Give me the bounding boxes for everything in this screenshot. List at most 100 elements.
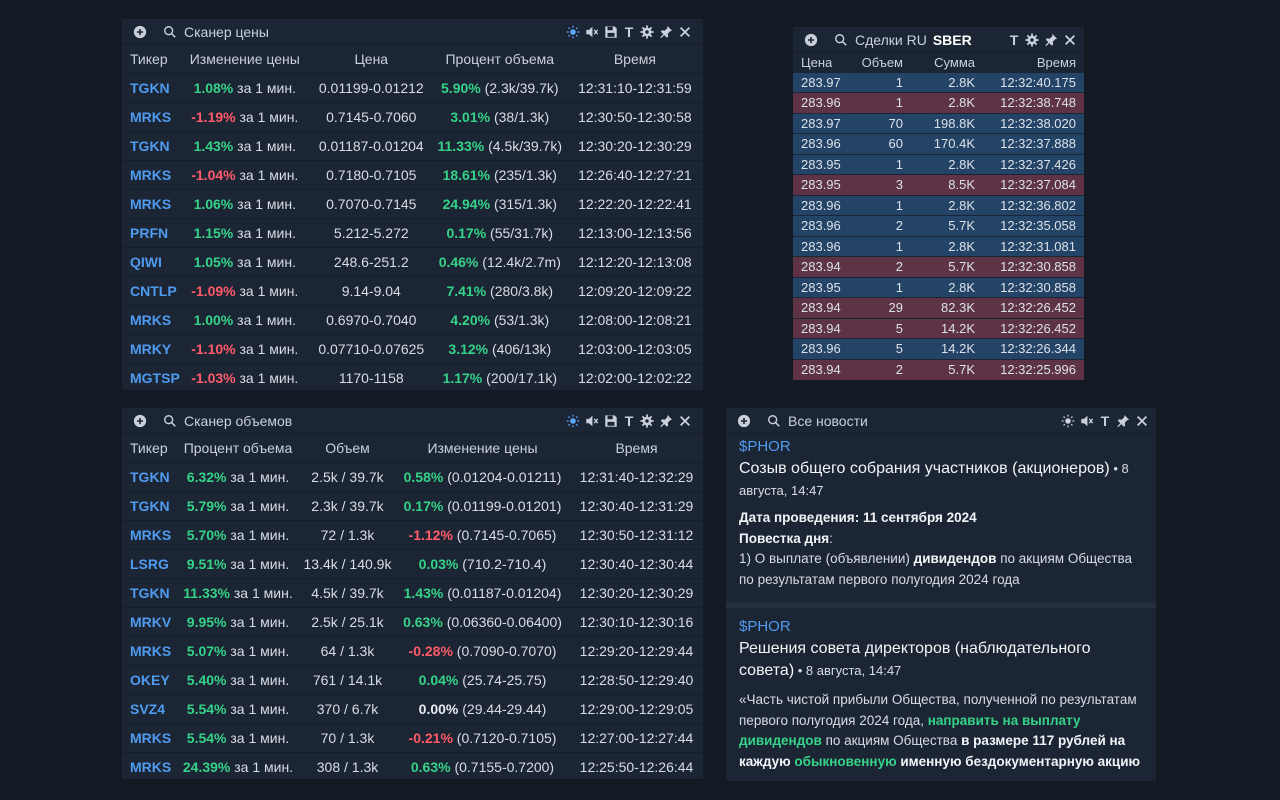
ticker-cell[interactable]: TGKN xyxy=(122,490,176,520)
table-row[interactable]: MRKS 5.07% за 1 мин. 64 / 1.3k -0.28% (0.70… xyxy=(122,635,703,665)
ticker-cell[interactable]: TGKN xyxy=(122,130,180,160)
table-row[interactable]: QIWI 1.05% за 1 мин. 248.6-251.2 0.46% (12.… xyxy=(122,246,703,276)
table-row[interactable]: MRKS -1.19% за 1 мин. 0.7145-0.7060 3.01% (… xyxy=(122,101,703,131)
close-icon[interactable] xyxy=(677,24,693,40)
close-icon[interactable] xyxy=(1134,413,1150,429)
save-icon[interactable] xyxy=(603,24,619,40)
ticker-cell[interactable]: TGKN xyxy=(122,577,176,607)
mute-icon[interactable] xyxy=(584,413,600,429)
ticker-cell[interactable]: PRFN xyxy=(122,217,180,247)
table-row[interactable]: OKEY 5.40% за 1 мин. 761 / 14.1k 0.04% (25.… xyxy=(122,664,703,694)
ticker-cell[interactable]: MRKV xyxy=(122,606,176,636)
table-row[interactable]: MRKS -1.04% за 1 мин. 0.7180-0.7105 18.61% … xyxy=(122,159,703,189)
search-icon[interactable] xyxy=(162,413,178,429)
text-size-icon[interactable]: T xyxy=(1009,31,1019,48)
gear-icon[interactable] xyxy=(639,24,655,40)
search-icon[interactable] xyxy=(162,24,178,40)
column-header-ticker[interactable]: Тикер xyxy=(130,50,168,67)
ticker-cell[interactable]: LSRG xyxy=(122,548,176,578)
trade-row[interactable]: 283.96 1 2.8K 12:32:38.748 xyxy=(793,92,1084,113)
pin-icon[interactable] xyxy=(658,24,674,40)
sun-icon[interactable] xyxy=(565,24,581,40)
ticker-cell[interactable]: MRKS xyxy=(122,722,176,752)
trade-row[interactable]: 283.95 3 8.5K 12:32:37.084 xyxy=(793,174,1084,195)
table-row[interactable]: MRKY -1.10% за 1 мин. 0.07710-0.07625 3.12%… xyxy=(122,333,703,363)
table-row[interactable]: MRKV 9.95% за 1 мин. 2.5k / 25.1k 0.63% (0.… xyxy=(122,606,703,636)
table-row[interactable]: MRKS 1.00% за 1 мин. 0.6970-0.7040 4.20% (5… xyxy=(122,304,703,334)
trade-row[interactable]: 283.95 1 2.8K 12:32:30.858 xyxy=(793,276,1084,298)
ticker-cell[interactable]: MRKS xyxy=(122,635,176,665)
news-ticker-link[interactable]: $PHOR xyxy=(739,618,791,635)
table-row[interactable]: TGKN 5.79% за 1 мин. 2.3k / 39.7k 0.17% (0.… xyxy=(122,490,703,520)
text-size-icon[interactable]: T xyxy=(624,23,634,40)
table-row[interactable]: LSRG 9.51% за 1 мин. 13.4k / 140.9k 0.03% (… xyxy=(122,548,703,578)
pin-icon[interactable] xyxy=(658,413,674,429)
table-row[interactable]: MRKS 1.06% за 1 мин. 0.7070-0.7145 24.94% (… xyxy=(122,188,703,218)
ticker-cell[interactable]: MRKS xyxy=(122,304,180,334)
ticker-cell[interactable]: MRKS xyxy=(122,101,180,131)
mute-icon[interactable] xyxy=(1079,413,1095,429)
pin-icon[interactable] xyxy=(1043,32,1059,48)
trade-row[interactable]: 283.94 2 5.7K 12:32:30.858 xyxy=(793,256,1084,277)
plus-circle-icon[interactable] xyxy=(132,413,148,429)
news-ticker-link[interactable]: $PHOR xyxy=(739,438,791,455)
ticker-cell[interactable]: MRKY xyxy=(122,333,180,363)
trade-row[interactable]: 283.94 5 14.2K 12:32:26.452 xyxy=(793,317,1084,339)
column-header-change[interactable]: Изменение цены xyxy=(427,439,538,456)
column-header-volume-pct[interactable]: Процент объема xyxy=(183,439,293,456)
trade-row[interactable]: 283.96 1 2.8K 12:32:31.081 xyxy=(793,235,1084,257)
pin-icon[interactable] xyxy=(1115,413,1131,429)
gear-icon[interactable] xyxy=(1024,32,1040,48)
ticker-cell[interactable]: MRKS xyxy=(122,159,180,189)
text-size-icon[interactable]: T xyxy=(1100,412,1110,429)
column-header-volume[interactable]: Объем xyxy=(325,439,370,456)
close-icon[interactable] xyxy=(1062,32,1078,48)
column-header-volume[interactable]: Объем xyxy=(861,54,903,70)
save-icon[interactable] xyxy=(603,413,619,429)
column-header-volume-pct[interactable]: Процент объема xyxy=(445,50,555,67)
column-header-price[interactable]: Цена xyxy=(801,54,833,70)
close-icon[interactable] xyxy=(677,413,693,429)
ticker-cell[interactable]: MGTSP xyxy=(122,362,180,390)
trade-row[interactable]: 283.94 2 5.7K 12:32:25.996 xyxy=(793,358,1084,380)
trade-row[interactable]: 283.96 60 170.4K 12:32:37.888 xyxy=(793,133,1084,154)
ticker-cell[interactable]: SVZ4 xyxy=(122,693,176,723)
trade-row[interactable]: 283.96 1 2.8K 12:32:36.802 xyxy=(793,194,1084,216)
ticker-cell[interactable]: OKEY xyxy=(122,664,176,694)
ticker-cell[interactable]: MRKS xyxy=(122,188,180,218)
text-size-icon[interactable]: T xyxy=(624,412,634,429)
news-title[interactable]: Решения совета директоров (наблюдательно… xyxy=(739,640,1091,679)
ticker-cell[interactable]: TGKN xyxy=(122,461,176,491)
ticker-cell[interactable]: QIWI xyxy=(122,246,180,276)
plus-circle-icon[interactable] xyxy=(803,32,819,48)
table-row[interactable]: MGTSP -1.03% за 1 мин. 1170-1158 1.17% (200… xyxy=(122,362,703,390)
column-header-price[interactable]: Цена xyxy=(354,50,389,67)
sun-icon[interactable] xyxy=(1060,413,1076,429)
trade-row[interactable]: 283.97 70 198.8K 12:32:38.020 xyxy=(793,112,1084,134)
column-header-time[interactable]: Время xyxy=(615,439,658,456)
table-row[interactable]: TGKN 1.43% за 1 мин. 0.01187-0.01204 11.33%… xyxy=(122,130,703,160)
sun-icon[interactable] xyxy=(565,413,581,429)
table-row[interactable]: MRKS 24.39% за 1 мин. 308 / 1.3k 0.63% (0.7… xyxy=(122,751,703,779)
news-item[interactable]: $PHOR Созыв общего собрания участников (… xyxy=(739,438,1143,602)
table-row[interactable]: TGKN 6.32% за 1 мин. 2.5k / 39.7k 0.58% (0.… xyxy=(122,461,703,491)
trade-row[interactable]: 283.97 1 2.8K 12:32:40.175 xyxy=(793,71,1084,93)
trade-row[interactable]: 283.96 2 5.7K 12:32:35.058 xyxy=(793,215,1084,236)
trade-row[interactable]: 283.94 29 82.3K 12:32:26.452 xyxy=(793,297,1084,318)
column-header-change[interactable]: Изменение цены xyxy=(189,50,300,67)
column-header-sum[interactable]: Сумма xyxy=(934,54,975,70)
news-item[interactable]: $PHOR Решения совета директоров (наблюда… xyxy=(739,618,1143,781)
ticker-cell[interactable]: TGKN xyxy=(122,72,180,102)
column-header-time[interactable]: Время xyxy=(1036,54,1076,70)
gear-icon[interactable] xyxy=(639,413,655,429)
table-row[interactable]: SVZ4 5.54% за 1 мин. 370 / 6.7k 0.00% (29.4… xyxy=(122,693,703,723)
trade-row[interactable]: 283.95 1 2.8K 12:32:37.426 xyxy=(793,153,1084,175)
plus-circle-icon[interactable] xyxy=(132,24,148,40)
mute-icon[interactable] xyxy=(584,24,600,40)
table-row[interactable]: CNTLP -1.09% за 1 мин. 9.14-9.04 7.41% (280… xyxy=(122,275,703,305)
column-header-time[interactable]: Время xyxy=(613,50,656,67)
table-row[interactable]: MRKS 5.70% за 1 мин. 72 / 1.3k -1.12% (0.71… xyxy=(122,519,703,549)
news-feed[interactable]: $PHOR Созыв общего собрания участников (… xyxy=(726,434,1156,781)
ticker-cell[interactable]: MRKS xyxy=(122,519,176,549)
search-icon[interactable] xyxy=(766,413,782,429)
